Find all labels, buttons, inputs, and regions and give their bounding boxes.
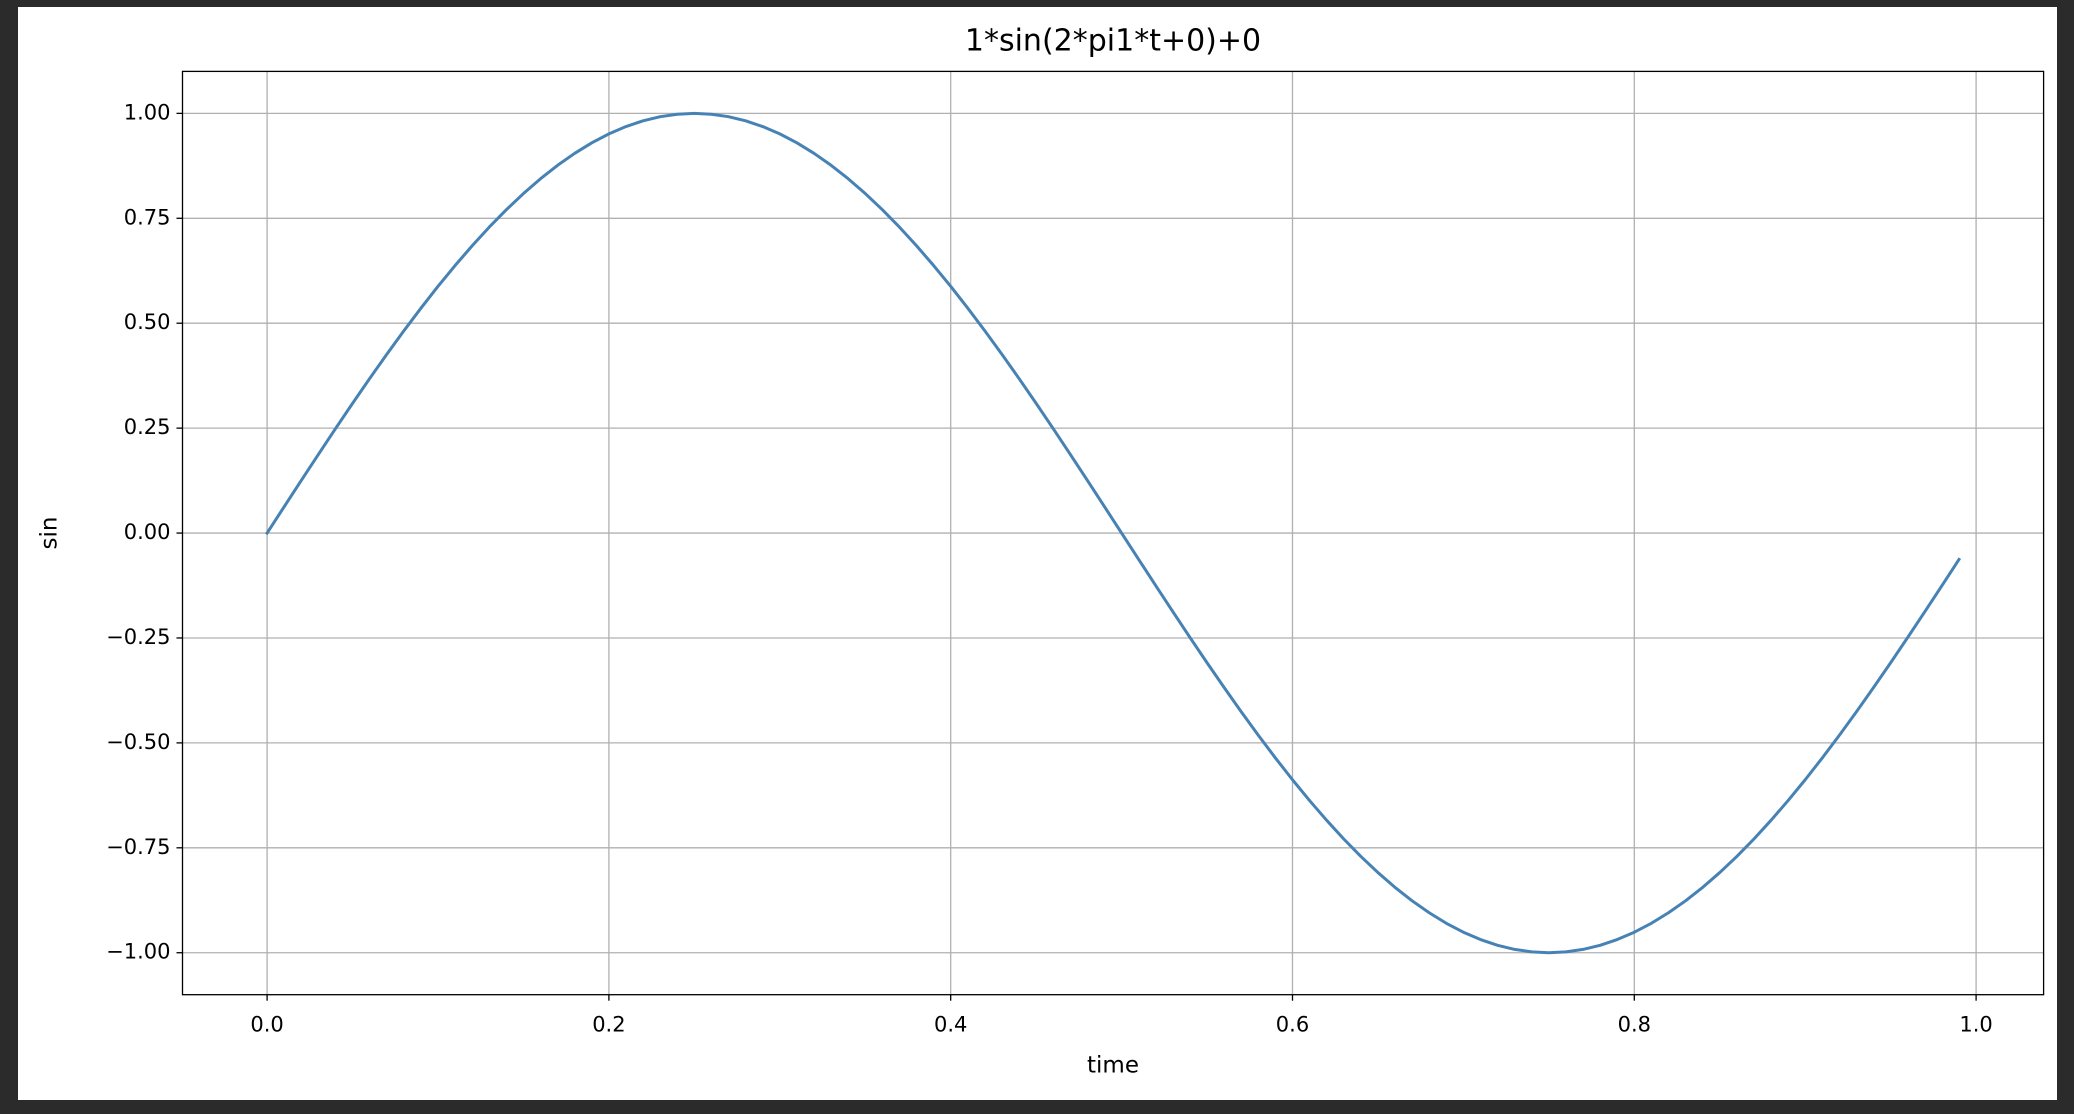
y-axis-label: sin	[37, 517, 63, 550]
y-tick-label: 1.00	[124, 100, 171, 124]
line	[265, 111, 1962, 955]
x-tick-label: 1.0	[1959, 1013, 1992, 1037]
x-tick-label: 0.8	[1618, 1013, 1651, 1037]
axes-frame	[181, 70, 2045, 996]
y-tick-label: −1.00	[106, 940, 170, 964]
x-tick-label: 0.4	[934, 1013, 967, 1037]
y-tick-label: 0.00	[124, 520, 171, 544]
y-tick-label: 0.75	[124, 205, 171, 229]
chart-title: 1*sin(2*pi1*t+0)+0	[965, 24, 1261, 59]
figure-background	[18, 7, 2057, 1100]
x-axis-label: time	[1087, 1053, 1139, 1079]
x-tick-label: 0.0	[250, 1013, 283, 1037]
x-tick-label: 0.2	[592, 1013, 625, 1037]
y-tick-label: −0.25	[106, 625, 170, 649]
y-tick-label: −0.75	[106, 835, 170, 859]
y-tick-label: −0.50	[106, 730, 170, 754]
y-tick-label: 0.50	[124, 310, 171, 334]
y-tick-label: 0.25	[124, 415, 171, 439]
x-tick-label: 0.6	[1276, 1013, 1309, 1037]
